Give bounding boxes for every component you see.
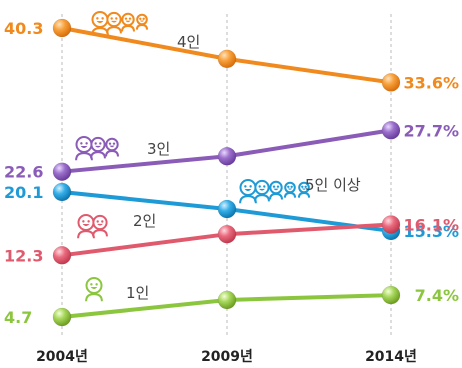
end-value-label: 15.3%	[403, 222, 459, 241]
series-name-label: 2인	[133, 212, 156, 230]
value-labels: 40.3 33.6% 22.6 27.7% 20.1 15.3% 12.3 16.1% 4.7 7…	[4, 19, 459, 327]
start-value-label: 22.6	[4, 163, 43, 182]
end-value-label: 33.6%	[403, 73, 459, 92]
one-person-icon	[85, 277, 103, 302]
data-point	[52, 307, 72, 327]
data-point	[381, 285, 401, 305]
x-tick-label: 2014년	[365, 349, 417, 365]
start-value-label: 12.3	[4, 246, 43, 265]
start-value-label: 4.7	[4, 308, 32, 327]
three-person-icon	[75, 136, 119, 161]
data-point	[381, 73, 401, 92]
x-tick-label: 2004년	[36, 349, 88, 365]
end-value-label: 7.4%	[415, 286, 459, 305]
data-point	[217, 49, 237, 69]
data-point	[381, 121, 401, 140]
data-point	[52, 246, 72, 265]
five-person-icon	[239, 179, 311, 204]
series-icons	[75, 11, 311, 302]
series-name-labels: 4인 3인 5인 이상 2인 1인	[126, 33, 361, 302]
series-name-label: 3인	[147, 140, 170, 158]
data-point	[217, 290, 237, 310]
series-name-label: 4인	[177, 33, 200, 51]
end-value-label: 27.7%	[403, 121, 459, 140]
data-point	[217, 199, 237, 219]
data-point	[217, 147, 237, 166]
start-value-label: 40.3	[4, 19, 43, 38]
end-value-label: 16.1%	[403, 215, 459, 234]
data-point	[52, 18, 72, 38]
four-person-icon	[91, 11, 149, 36]
series-name-label: 5인 이상	[305, 176, 361, 194]
data-point	[381, 215, 401, 234]
data-point	[217, 224, 237, 244]
data-point	[52, 162, 72, 181]
x-axis-tick-labels: 2004년 2009년 2014년	[36, 349, 417, 365]
x-tick-label: 2009년	[201, 349, 253, 365]
start-value-label: 20.1	[4, 183, 43, 202]
data-points	[52, 18, 401, 327]
data-point	[52, 182, 72, 202]
series-name-label: 1인	[126, 284, 149, 302]
two-person-icon	[77, 214, 108, 239]
